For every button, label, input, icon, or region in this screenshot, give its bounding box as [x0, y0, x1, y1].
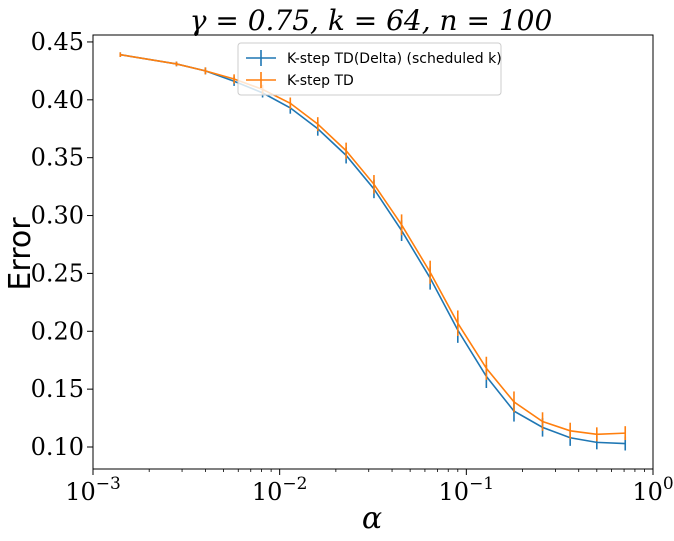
legend: K-step TD(Delta) (scheduled k) K-step TD [237, 42, 502, 96]
y-tick-label: 0.40 [31, 86, 84, 114]
x-axis: 10−3 10−2 10−1 100 [65, 469, 674, 506]
y-tick-label: 0.45 [31, 28, 84, 56]
series-layer [119, 52, 627, 451]
series-2 [119, 52, 627, 442]
legend-entry-2: K-step TD [246, 72, 354, 89]
y-tick-label: 0.35 [31, 144, 84, 172]
x-axis-label: α [362, 501, 382, 536]
legend-box [237, 42, 502, 96]
y-tick-label: 0.30 [31, 202, 84, 230]
chart-title: γ = 0.75, k = 64, n = 100 [190, 4, 553, 37]
series-line [120, 53, 626, 436]
x-tick-label: 10−1 [439, 474, 495, 506]
x-tick-label: 100 [632, 474, 673, 506]
x-tick-label: 10−3 [65, 474, 121, 506]
x-tick-label: 10−2 [252, 474, 308, 506]
legend-label: K-step TD [287, 73, 354, 89]
y-tick-label: 0.10 [31, 433, 84, 461]
legend-entry-1: K-step TD(Delta) (scheduled k) [246, 50, 502, 67]
series-line [120, 53, 626, 445]
plot-frame [92, 34, 654, 470]
y-axis-label: Error [3, 217, 38, 291]
y-tick-label: 0.20 [31, 317, 84, 345]
y-axis: 0.10 0.15 0.20 0.25 0.30 0.35 0.40 0.45 [31, 28, 93, 461]
y-tick-label: 0.15 [31, 375, 84, 403]
series-1 [119, 52, 627, 451]
y-tick-label: 0.25 [31, 259, 84, 287]
legend-label: K-step TD(Delta) (scheduled k) [287, 51, 502, 67]
